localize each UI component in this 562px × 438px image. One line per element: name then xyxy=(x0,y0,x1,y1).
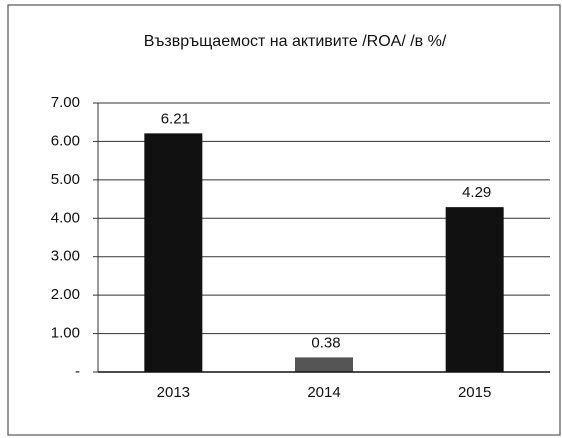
x-tick-label: 2013 xyxy=(157,384,190,401)
y-tick-label: 4.00 xyxy=(51,209,80,226)
bar xyxy=(295,357,353,372)
bar xyxy=(144,133,203,372)
data-label: 4.29 xyxy=(462,184,491,201)
data-label: 6.21 xyxy=(161,110,190,127)
x-tick-label: 2014 xyxy=(307,384,340,401)
y-tick-label: - xyxy=(75,363,80,380)
y-tick-label: 5.00 xyxy=(51,171,80,188)
data-label: 0.38 xyxy=(311,334,340,351)
y-tick-label: 1.00 xyxy=(51,325,80,342)
x-tick-label: 2015 xyxy=(458,384,491,401)
bar xyxy=(445,207,504,372)
y-tick-label: 7.00 xyxy=(51,94,80,111)
y-tick-label: 2.00 xyxy=(51,286,80,303)
y-tick-label: 6.00 xyxy=(51,132,80,149)
y-tick-label: 3.00 xyxy=(51,248,80,265)
chart-title: Възвръщаемост на активите /ROA/ /в %/ xyxy=(144,33,447,50)
